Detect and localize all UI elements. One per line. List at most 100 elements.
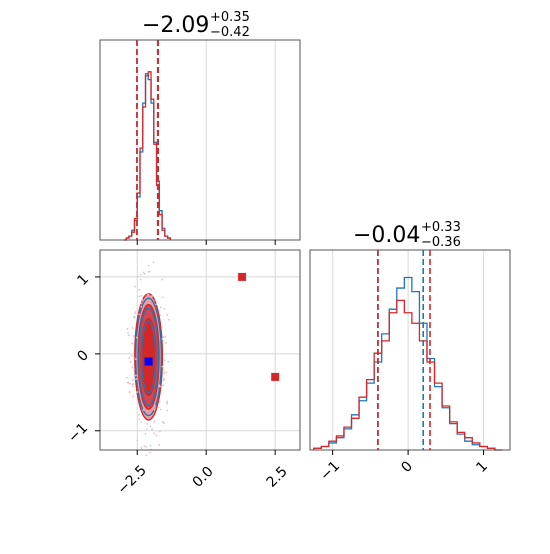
joint-scatter-point: [154, 299, 157, 302]
joint-scatter-point: [138, 418, 141, 421]
title-param2-value: −0.04: [353, 223, 420, 248]
joint-scatter-point: [127, 334, 130, 337]
hist1-frame: [99, 39, 301, 241]
joint-scatter-point: [130, 354, 133, 357]
joint-scatter-point: [132, 383, 135, 386]
joint-scatter-point: [126, 376, 128, 379]
joint-scatter-point: [158, 400, 161, 403]
joint-scatter-point: [132, 335, 135, 338]
xtick-label-hist2-0: 0: [398, 458, 416, 476]
joint-scatter-point: [131, 342, 134, 345]
joint-scatter-point: [145, 454, 148, 457]
joint-scatter-point: [138, 313, 141, 316]
joint-scatter-point: [161, 278, 164, 281]
joint-scatter-point: [162, 379, 165, 382]
joint-scatter-point: [129, 382, 131, 385]
joint-scatter-point: [140, 305, 143, 308]
joint-scatter-point: [147, 293, 149, 296]
joint-scatter-point: [164, 336, 167, 338]
joint-scatter-point: [161, 420, 164, 423]
joint-scatter-point: [145, 428, 148, 431]
hist1-series-red: [123, 71, 171, 241]
joint-contour-blue-1: [138, 307, 159, 407]
title-param1-value: −2.09: [142, 13, 209, 38]
joint-scatter-point: [158, 444, 160, 446]
title-param1-lower: −0.42: [210, 25, 250, 40]
joint-scatter-point: [147, 270, 150, 273]
joint-scatter-point: [163, 422, 165, 424]
hist1-series-blue: [123, 73, 171, 241]
joint-scatter-point: [149, 444, 152, 447]
joint-scatter-point: [163, 307, 166, 310]
joint-scatter-point: [139, 273, 142, 276]
hist2-frame: [309, 249, 511, 451]
frame-layer: [95, 39, 511, 455]
joint-scatter-point: [167, 360, 170, 363]
joint-scatter-point: [126, 381, 129, 384]
joint-scatter-point: [155, 434, 158, 437]
joint-scatter-point: [157, 406, 160, 409]
joint-scatter-point: [134, 311, 137, 313]
joint-scatter-point: [147, 264, 150, 267]
joint-scatter-point: [158, 430, 161, 433]
joint-scatter-point: [149, 451, 151, 454]
joint-scatter-point: [151, 295, 153, 298]
joint-scatter-point: [140, 302, 142, 305]
joint-scatter-point: [142, 409, 145, 411]
joint-scatter-point: [166, 313, 169, 316]
joint-scatter-point: [149, 425, 152, 428]
joint-scatter-point: [134, 312, 137, 315]
joint-scatter-point: [160, 306, 162, 309]
grid-layer: [100, 40, 485, 450]
xtick-label-hist2-1: 1: [473, 458, 491, 476]
title-param1-upper: +0.35: [210, 10, 250, 25]
joint-scatter-point: [131, 327, 134, 329]
joint-scatter-point: [152, 261, 155, 264]
ytick-label-joint-0: 0: [74, 347, 92, 365]
joint-scatter-point: [131, 379, 134, 382]
joint-scatter-point: [136, 391, 139, 393]
xtick-label-hist2-minus1: −1: [317, 458, 343, 484]
joint-scatter-point: [151, 428, 153, 431]
joint-scatter-point: [127, 332, 129, 334]
joint-contour-blue-0: [135, 297, 163, 417]
joint-scatter-point: [140, 295, 143, 297]
joint-scatter-point: [140, 447, 143, 449]
joint-scatter-point: [129, 360, 132, 363]
xtick-label-joint-2.5: 2.5: [264, 464, 291, 491]
joint-scatter-point: [165, 342, 167, 344]
joint-scatter-point: [134, 358, 137, 361]
joint-scatter-point: [143, 445, 146, 447]
joint-scatter-point: [165, 371, 168, 374]
joint-scatter-point: [128, 391, 131, 393]
mark-layer: [123, 40, 503, 457]
xtick-label-joint-minus2.5: −2.5: [114, 462, 149, 497]
joint-scatter-point: [139, 278, 142, 281]
joint-scatter-point: [131, 385, 134, 388]
joint-frame: [99, 249, 301, 451]
joint-scatter-point: [140, 420, 143, 423]
joint-scatter-point: [138, 288, 141, 291]
joint-scatter-point: [154, 404, 156, 407]
joint-scatter-point: [162, 384, 165, 387]
joint-marker-blue: [144, 357, 153, 366]
joint-scatter-point: [144, 433, 147, 435]
title-param2-upper: +0.33: [421, 220, 461, 235]
joint-scatter-point: [133, 368, 136, 371]
joint-scatter-point: [163, 359, 166, 362]
joint-scatter-point: [128, 357, 131, 360]
joint-contour-blue-2: [140, 320, 157, 394]
joint-scatter-point: [161, 338, 164, 340]
joint-scatter-point: [161, 365, 164, 368]
joint-scatter-point: [142, 271, 145, 274]
joint-scatter-point: [132, 356, 135, 359]
joint-scatter-point: [166, 400, 168, 403]
joint-scatter-point: [162, 336, 165, 339]
xtick-label-joint-0.0: 0.0: [190, 464, 217, 491]
joint-scatter-point: [163, 372, 166, 375]
title-param2-lower: −0.36: [421, 235, 461, 250]
joint-scatter-point: [153, 432, 155, 434]
joint-scatter-point: [135, 378, 138, 380]
